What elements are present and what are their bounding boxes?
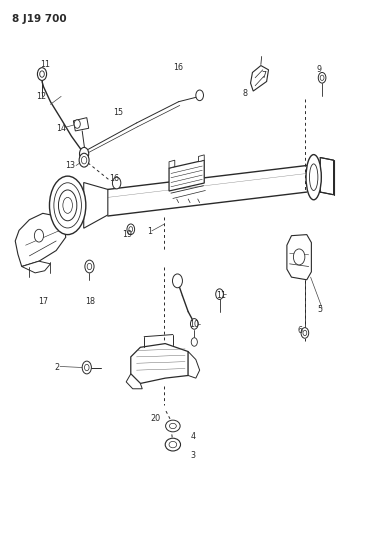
- Circle shape: [79, 154, 89, 167]
- Circle shape: [191, 338, 197, 346]
- Circle shape: [85, 260, 94, 273]
- Polygon shape: [320, 158, 334, 195]
- Polygon shape: [126, 374, 142, 389]
- Text: 5: 5: [317, 304, 322, 313]
- Text: 18: 18: [86, 296, 96, 305]
- Text: 8: 8: [242, 89, 247, 98]
- Polygon shape: [73, 118, 89, 131]
- Circle shape: [190, 319, 198, 329]
- Polygon shape: [250, 66, 268, 91]
- Circle shape: [82, 361, 91, 374]
- Text: 3: 3: [191, 451, 196, 460]
- Text: 7: 7: [262, 70, 266, 79]
- Text: 2: 2: [55, 363, 60, 372]
- Circle shape: [79, 148, 89, 160]
- Text: 9: 9: [317, 66, 322, 74]
- Circle shape: [127, 224, 135, 235]
- Text: 1: 1: [147, 228, 152, 237]
- Ellipse shape: [169, 441, 177, 448]
- Text: 8 J19 700: 8 J19 700: [12, 14, 67, 25]
- Text: 4: 4: [191, 432, 196, 441]
- Text: 15: 15: [113, 108, 123, 117]
- Circle shape: [301, 328, 309, 338]
- Text: 6: 6: [298, 326, 303, 335]
- Circle shape: [172, 274, 182, 288]
- Text: 12: 12: [36, 92, 46, 101]
- Circle shape: [74, 120, 80, 128]
- Polygon shape: [131, 344, 188, 383]
- Polygon shape: [84, 182, 108, 228]
- Ellipse shape: [166, 420, 180, 432]
- Polygon shape: [199, 155, 204, 162]
- Polygon shape: [22, 261, 50, 273]
- Text: 11: 11: [217, 291, 227, 300]
- Circle shape: [81, 157, 87, 164]
- Ellipse shape: [169, 423, 176, 429]
- Polygon shape: [15, 213, 66, 266]
- Ellipse shape: [50, 176, 86, 235]
- Ellipse shape: [165, 438, 180, 451]
- Text: 13: 13: [65, 161, 75, 170]
- Circle shape: [84, 365, 89, 370]
- Text: 16: 16: [174, 63, 184, 71]
- Circle shape: [129, 227, 133, 232]
- Text: 16: 16: [109, 174, 119, 183]
- Circle shape: [318, 72, 326, 83]
- Circle shape: [293, 249, 305, 265]
- Ellipse shape: [306, 155, 321, 200]
- Text: 11: 11: [40, 60, 50, 69]
- Text: 19: 19: [122, 230, 133, 239]
- Circle shape: [196, 90, 204, 101]
- Circle shape: [113, 177, 121, 189]
- Polygon shape: [188, 352, 200, 378]
- Circle shape: [303, 330, 307, 336]
- Circle shape: [87, 263, 92, 270]
- Polygon shape: [287, 235, 311, 280]
- Circle shape: [320, 75, 324, 80]
- Text: 20: 20: [151, 414, 161, 423]
- Circle shape: [34, 229, 43, 242]
- Text: 14: 14: [56, 124, 66, 133]
- Text: 17: 17: [38, 296, 48, 305]
- Circle shape: [40, 71, 44, 77]
- Text: 10: 10: [190, 320, 200, 329]
- Polygon shape: [169, 160, 175, 168]
- Circle shape: [216, 289, 223, 300]
- Polygon shape: [169, 160, 204, 191]
- Circle shape: [37, 68, 46, 80]
